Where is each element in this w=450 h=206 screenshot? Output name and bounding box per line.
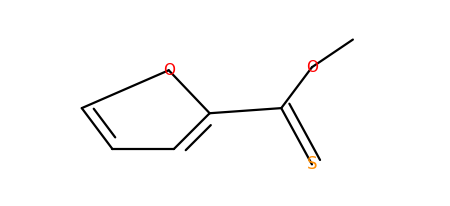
Text: S: S [307,155,317,173]
Text: O: O [163,63,175,78]
Text: O: O [306,60,318,75]
